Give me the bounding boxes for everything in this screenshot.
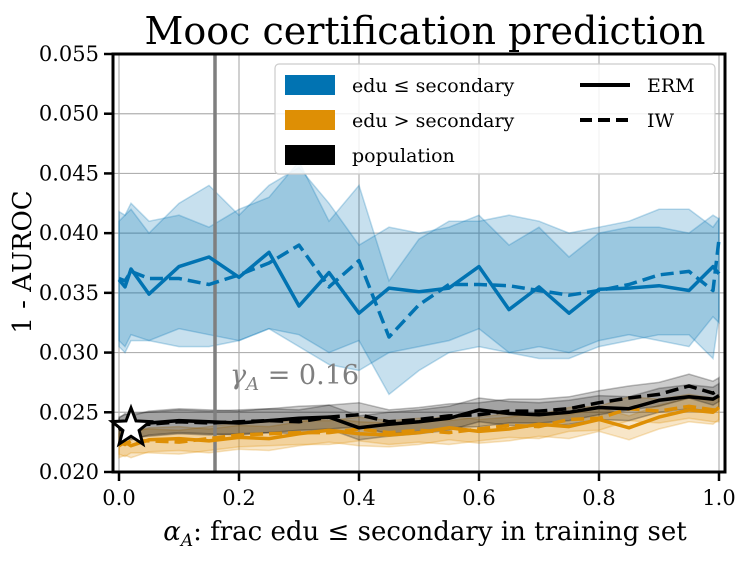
star-marker <box>107 403 155 448</box>
y-tick-label: 0.040 <box>39 221 99 245</box>
plot-frame <box>111 52 727 474</box>
line-edu-secondary-erm <box>118 406 721 448</box>
line-population-erm <box>117 394 720 432</box>
gamma-value-text: = 0.16 <box>259 360 359 391</box>
x-tick-label: 1.0 <box>702 486 735 510</box>
y-tick-label: 0.030 <box>39 341 99 365</box>
legend-swatch-edu-high <box>285 110 335 130</box>
gamma-symbol: γ <box>230 360 247 391</box>
legend-label-population: population <box>352 145 455 167</box>
x-axis-subscript: A <box>179 531 193 551</box>
y-tick-label: 0.050 <box>39 102 99 126</box>
y-tick-label: 0.035 <box>39 281 99 305</box>
legend-label-erm: ERM <box>647 75 695 97</box>
x-tick-label: 0.2 <box>222 486 255 510</box>
legend-label-edu-low: edu ≤ secondary <box>352 75 515 97</box>
axis-ticks: 0.0 0.2 0.4 0.6 0.8 1.0 0.020 0.025 0.030 0.035 0.… <box>39 42 736 510</box>
y-tick-label: 0.055 <box>39 42 99 66</box>
band-population-iw <box>118 373 720 442</box>
legend-label-iw: IW <box>647 110 675 132</box>
legend: edu ≤ secondary edu > secondary populati… <box>274 63 716 175</box>
x-axis-title: αA: frac edu ≤ secondary in training set <box>163 517 687 551</box>
x-tick-label: 0.6 <box>462 486 495 510</box>
confidence-bands <box>118 160 720 459</box>
x-tick-label: 0.8 <box>582 486 615 510</box>
y-axis-title: 1 - AUROC <box>8 190 38 333</box>
series-lines <box>117 238 721 448</box>
y-tick-label: 0.020 <box>39 460 99 484</box>
y-tick-label: 0.025 <box>39 400 99 424</box>
x-tick-label: 0.4 <box>342 486 375 510</box>
legend-label-edu-high: edu > secondary <box>352 110 515 132</box>
legend-frame <box>274 63 716 175</box>
chart-title: Mooc certification prediction <box>144 9 705 53</box>
x-axis-rest: : frac edu ≤ secondary in training set <box>193 517 687 547</box>
line-population-iw <box>118 384 720 431</box>
legend-swatch-edu-low <box>285 75 335 95</box>
line-edu-secondary-erm <box>117 250 721 315</box>
gamma-subscript: A <box>244 374 259 395</box>
y-tick-label: 0.045 <box>39 161 99 185</box>
x-tick-label: 0.0 <box>102 486 135 510</box>
legend-swatch-population <box>285 145 335 165</box>
x-axis-alpha: α <box>163 517 181 547</box>
gamma-annotation: γA = 0.16 <box>230 360 359 395</box>
line-edu-secondary-iw <box>118 238 721 339</box>
